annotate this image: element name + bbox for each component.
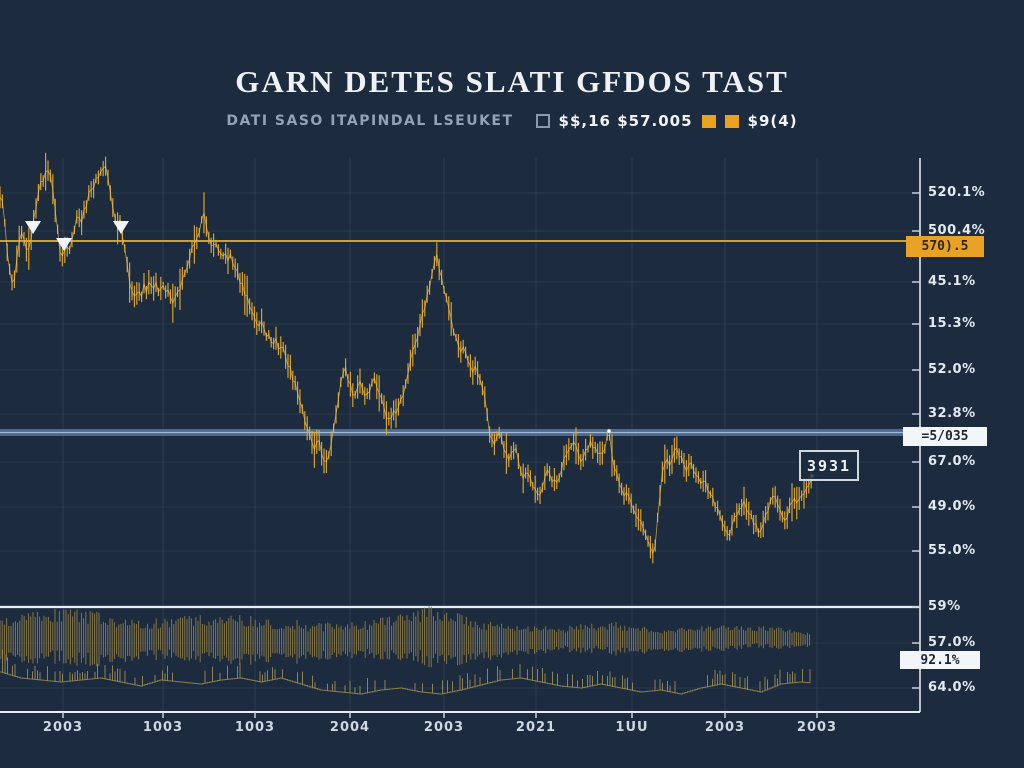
price-badge-orange: 570).5 bbox=[906, 236, 984, 257]
legend: $$,16 $57.005 $9(4) bbox=[535, 112, 798, 130]
legend-orange-swatch-icon bbox=[701, 114, 716, 128]
chart-header: GARN DETES SLATI GFDOS TAST DATI SASO IT… bbox=[0, 0, 1024, 130]
legend-value-1: $$,16 $57.005 bbox=[558, 112, 693, 130]
chart-subtitle: DATI SASO ITAPINDAL LSEUKET bbox=[226, 113, 514, 129]
price-badge-indicator: 92.1% bbox=[900, 651, 980, 669]
legend-outline-swatch-icon bbox=[535, 114, 550, 128]
price-badge-support: =5/035 bbox=[903, 427, 987, 446]
point-marker-dot bbox=[607, 429, 611, 433]
sell-marker-triangle-icon bbox=[56, 238, 72, 251]
legend-value-2: $9(4) bbox=[747, 112, 798, 130]
last-price-annotation: 3931 bbox=[799, 450, 859, 481]
sell-marker-triangle-icon bbox=[25, 221, 41, 234]
sell-marker-triangle-icon bbox=[113, 221, 129, 234]
legend-orange-swatch-icon bbox=[724, 114, 739, 128]
page-title: GARN DETES SLATI GFDOS TAST bbox=[235, 64, 789, 99]
subtitle-row: DATI SASO ITAPINDAL LSEUKET $$,16 $57.00… bbox=[0, 112, 1024, 130]
